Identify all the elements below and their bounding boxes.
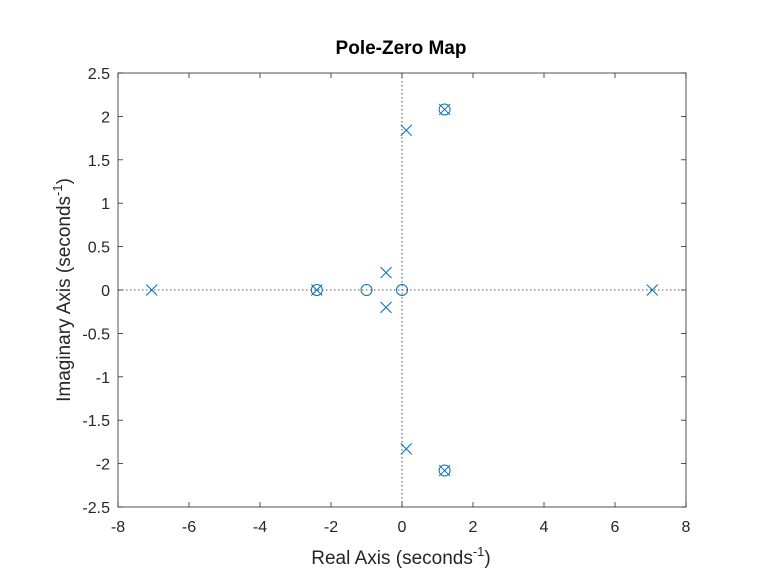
pole-marker <box>380 266 392 279</box>
y-tick-label: -2.5 <box>82 500 110 517</box>
y-axis-label-sup: -1 <box>50 184 65 196</box>
x-tick-label: 8 <box>682 519 691 536</box>
y-tick-label: 0 <box>101 283 110 300</box>
y-tick-label: -1 <box>96 370 110 387</box>
pole-marker <box>380 301 392 314</box>
zero-marker <box>438 103 451 116</box>
zero-lines <box>118 73 686 507</box>
x-tick-label: -2 <box>324 519 338 536</box>
plot-frame <box>117 72 687 508</box>
x-tick-label: -4 <box>253 519 267 536</box>
y-axis-label-close: ) <box>54 178 75 184</box>
y-axis-label-main: Imaginary Axis (seconds <box>54 196 75 402</box>
x-tick-label: -6 <box>182 519 196 536</box>
pole-marker <box>438 103 451 116</box>
y-tick-label: 0.5 <box>88 240 110 257</box>
y-tick-label: -2 <box>96 457 110 474</box>
zero-marker <box>310 284 323 296</box>
x-tick-label: 4 <box>540 519 549 536</box>
pole-marker <box>438 464 451 477</box>
zero-marker <box>396 284 408 296</box>
x-tick-labels: -8 -6 -4 -2 0 2 4 6 8 <box>111 519 691 536</box>
pole-marker <box>400 442 413 455</box>
x-tick-label: 2 <box>469 519 478 536</box>
zero-marker <box>438 464 451 477</box>
pole-marker <box>400 124 413 137</box>
pole-marker <box>145 284 158 296</box>
zero-marker <box>360 284 373 296</box>
x-axis-label-main: Real Axis (seconds <box>311 548 473 569</box>
x-axis-label-sup: -1 <box>473 544 485 559</box>
y-axis-label: Imaginary Axis (seconds-1) <box>50 178 75 402</box>
y-tick-label: 2.5 <box>88 66 110 83</box>
pole-marker <box>310 284 323 296</box>
x-tick-label: 6 <box>611 519 620 536</box>
y-tick-labels: -2.5 -2 -1.5 -1 -0.5 0 0.5 1 1.5 2 2.5 <box>82 66 110 517</box>
x-axis-label-close: ) <box>484 548 490 569</box>
y-tick-label: 1.5 <box>88 153 110 170</box>
y-tick-label: 2 <box>101 109 110 126</box>
y-tick-label: -0.5 <box>82 326 110 343</box>
x-axis-label: Real Axis (seconds-1) <box>311 544 490 569</box>
x-tick-label: 0 <box>398 519 407 536</box>
chart-title: Pole-Zero Map <box>336 38 467 59</box>
x-tick-label: -8 <box>111 519 125 536</box>
pole-zero-markers <box>145 103 659 477</box>
pole-marker <box>646 284 659 296</box>
y-tick-label: -1.5 <box>82 413 110 430</box>
y-tick-label: 1 <box>101 196 110 213</box>
